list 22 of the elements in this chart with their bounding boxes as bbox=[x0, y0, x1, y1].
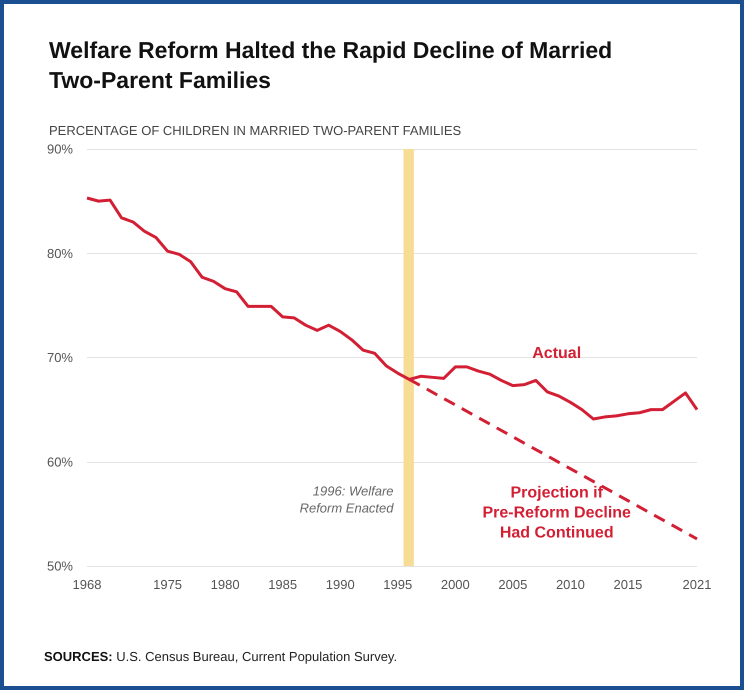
y-tick-label: 80% bbox=[46, 246, 74, 261]
x-tick-label: 2015 bbox=[613, 577, 642, 592]
x-tick-label: 1975 bbox=[153, 577, 182, 592]
x-tick-label: 2010 bbox=[556, 577, 585, 592]
chart-title: Welfare Reform Halted the Rapid Decline of Married Two-Parent Families bbox=[49, 37, 612, 93]
x-tick-label: 1990 bbox=[326, 577, 355, 592]
x-tick-label: 2021 bbox=[682, 577, 712, 592]
x-tick-label: 2005 bbox=[498, 577, 528, 592]
y-tick-label: 60% bbox=[46, 454, 74, 470]
y-tick-label: 50% bbox=[46, 558, 74, 574]
series-label: Projection if Pre-Reform Decline Had Continued bbox=[482, 484, 632, 542]
x-tick-label: 1985 bbox=[268, 577, 298, 592]
x-tick-label: 2000 bbox=[440, 577, 470, 592]
source-note: SOURCES: U.S. Census Bureau, Current Population Survey. bbox=[44, 649, 398, 664]
x-tick-label: 1968 bbox=[72, 577, 102, 592]
series-label: Actual bbox=[532, 344, 582, 362]
y-axis-title: PERCENTAGE OF CHILDREN IN MARRIED TWO-PARENT FAMILIES bbox=[49, 123, 462, 138]
band-label: 1996: Welfare Reform Enacted bbox=[300, 484, 394, 516]
x-tick-label: 1995 bbox=[383, 577, 412, 592]
y-tick-label: 90% bbox=[46, 142, 74, 156]
y-tick-label: 70% bbox=[46, 350, 74, 365]
x-tick-label: 1980 bbox=[210, 577, 240, 592]
